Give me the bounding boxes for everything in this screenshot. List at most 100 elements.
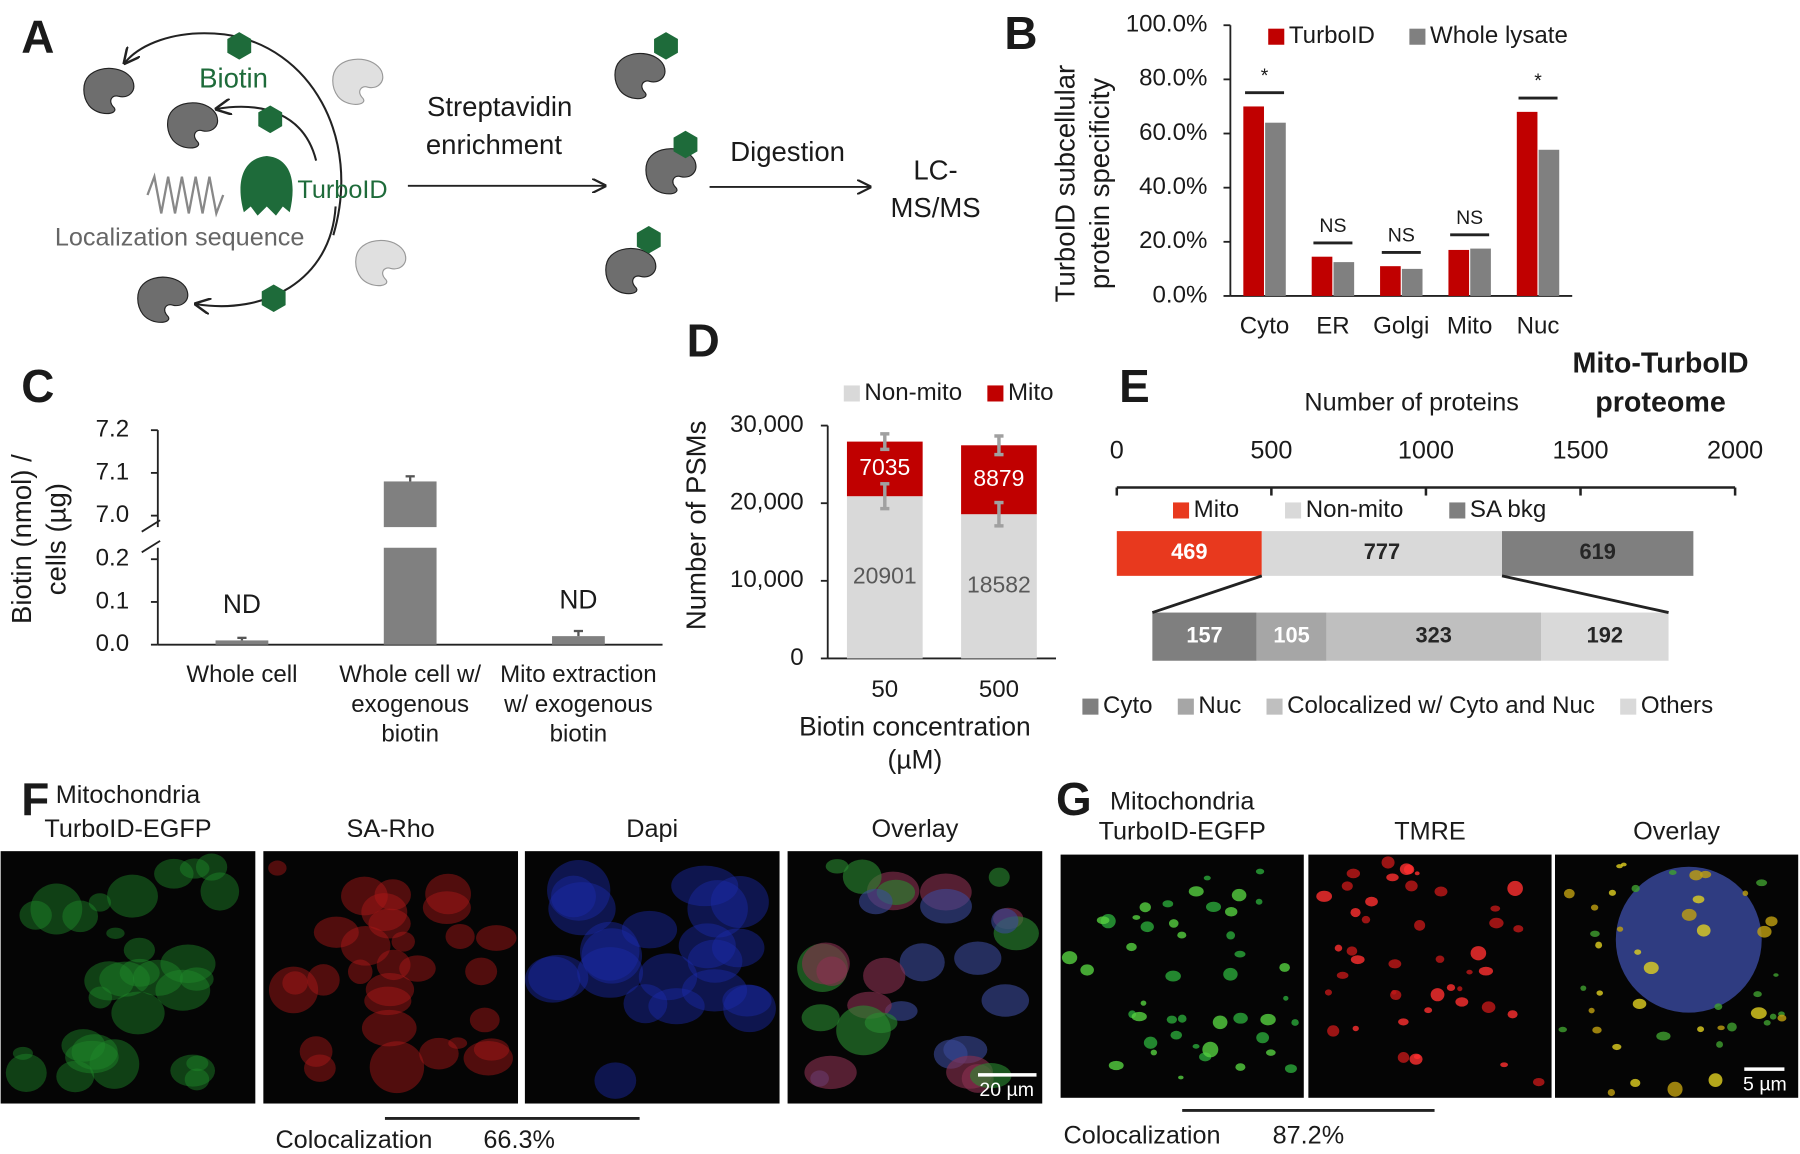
stain <box>155 969 211 1011</box>
stain <box>1143 1036 1158 1049</box>
stain <box>1223 967 1238 981</box>
stain <box>1324 989 1332 996</box>
x-axis-title: Number of proteins <box>1304 388 1518 416</box>
panel-label: B <box>1004 7 1037 59</box>
legend-label: SA bkg <box>1470 496 1546 523</box>
x-tick-label: ER <box>1316 312 1349 339</box>
y-tick-label: 0.0 <box>96 630 129 657</box>
stain <box>1388 959 1402 969</box>
stain <box>465 957 498 986</box>
legend-label: Mito <box>1008 379 1054 406</box>
stain <box>1096 916 1110 925</box>
stain <box>1108 1060 1124 1071</box>
stain <box>179 858 210 879</box>
stain <box>1457 986 1463 992</box>
legend-swatch <box>1266 698 1283 715</box>
legend-swatch <box>1173 502 1190 519</box>
stain <box>1234 950 1246 958</box>
stain <box>1226 931 1236 940</box>
micrograph <box>524 851 780 1104</box>
stain <box>1681 908 1697 921</box>
stain <box>99 961 150 997</box>
stain <box>1470 946 1487 961</box>
stain <box>1656 1031 1671 1041</box>
stain <box>1608 889 1617 896</box>
legend-swatch <box>843 385 860 402</box>
stain <box>369 1041 425 1094</box>
stain <box>1165 970 1181 982</box>
value-label: 18582 <box>967 571 1031 597</box>
stain <box>399 955 436 982</box>
stain <box>1192 1044 1200 1049</box>
stain <box>65 1040 119 1074</box>
stain <box>825 859 849 874</box>
stain <box>195 853 228 881</box>
nd-label: ND <box>223 589 261 619</box>
stain <box>19 900 52 930</box>
stain <box>132 959 183 996</box>
legend-swatch <box>1409 28 1426 45</box>
value-label: 157 <box>1186 622 1222 647</box>
legend-label: Mito <box>1194 496 1240 523</box>
stain <box>1168 919 1179 928</box>
y-axis-title: cells (µg) <box>40 483 71 595</box>
stain <box>1350 955 1365 965</box>
x-axis-title: Biotin concentration <box>799 711 1031 741</box>
stain <box>340 925 391 966</box>
step-label: Streptavidin <box>427 91 572 122</box>
value-label: 619 <box>1580 539 1616 564</box>
stain <box>1435 955 1445 963</box>
stain <box>548 882 616 936</box>
y-tick-label: 7.0 <box>96 501 129 528</box>
chart-title: proteome <box>1595 386 1726 418</box>
stain <box>1455 997 1469 1007</box>
value-label: 7035 <box>859 454 910 480</box>
stain <box>648 988 705 1025</box>
panel-label: G <box>1056 773 1092 825</box>
stain <box>580 921 640 981</box>
stain <box>681 969 748 1012</box>
stain <box>448 1037 468 1049</box>
stain <box>1126 942 1137 952</box>
stain <box>374 879 411 911</box>
stain <box>1350 907 1361 918</box>
stain <box>347 959 373 985</box>
stain <box>473 1038 510 1061</box>
value-label: 192 <box>1587 622 1623 647</box>
panel-label: E <box>1119 360 1150 412</box>
stain <box>1231 888 1247 902</box>
stain <box>170 1054 216 1087</box>
stain <box>361 1009 417 1047</box>
x-tick-label: Cyto <box>1240 312 1290 339</box>
panel-a-diagram <box>83 32 870 323</box>
colocalization-label: Colocalization <box>275 1126 432 1154</box>
stain <box>1266 1049 1276 1056</box>
stain <box>1750 1007 1767 1020</box>
stain <box>1773 973 1779 977</box>
x-tick-label: Whole cell w/ <box>339 661 481 688</box>
protein <box>355 239 407 287</box>
stain <box>1692 895 1705 904</box>
stain <box>858 888 893 915</box>
stain <box>623 984 668 1024</box>
stain <box>154 858 194 889</box>
panel-label: C <box>21 360 54 412</box>
stain <box>1346 946 1358 956</box>
stain <box>842 859 882 894</box>
x-tick-label: 500 <box>979 676 1019 703</box>
stain <box>1756 879 1768 887</box>
stain <box>577 947 644 998</box>
stain <box>1466 969 1473 975</box>
y-tick-label: 80.0% <box>1139 65 1207 92</box>
stain <box>268 966 319 1014</box>
bar-segment <box>1256 612 1327 661</box>
stain <box>1413 1054 1421 1060</box>
stain <box>1478 966 1494 976</box>
bar-segment <box>1326 612 1542 661</box>
stain <box>1481 1001 1496 1014</box>
bar-segment <box>1116 531 1262 576</box>
stain <box>307 964 340 996</box>
micrograph <box>1060 854 1304 1098</box>
legend-swatch <box>987 385 1004 402</box>
protein <box>166 102 219 149</box>
